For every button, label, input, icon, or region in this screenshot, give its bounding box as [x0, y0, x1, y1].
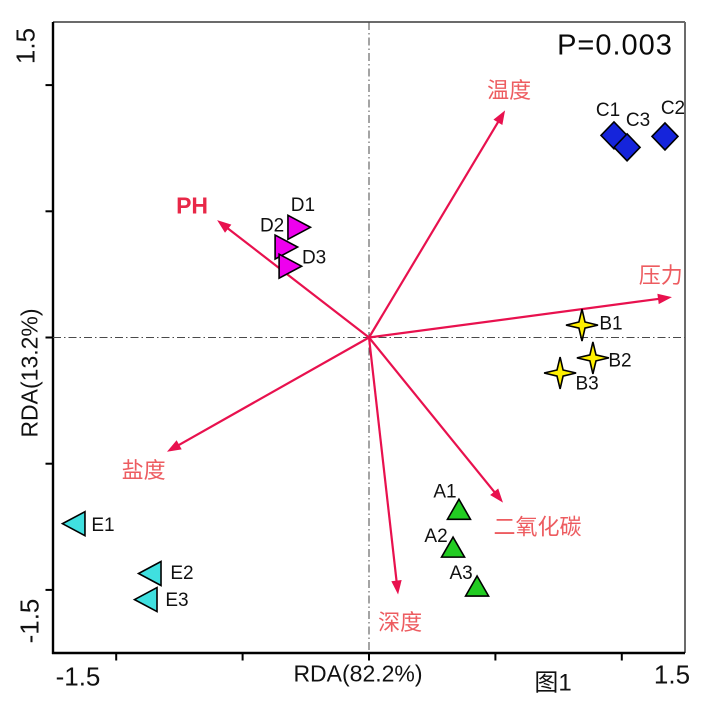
point-label-C1: C1	[596, 100, 620, 121]
arrow-label-temperature: 温度	[487, 78, 531, 103]
point-A3	[464, 574, 490, 597]
point-A1	[446, 497, 472, 521]
point-C2	[650, 121, 680, 152]
point-B1	[565, 308, 599, 342]
point-label-D2: D2	[260, 216, 284, 237]
y-axis-title: RDA(13.2%)	[16, 308, 43, 438]
arrow-temperature	[368, 118, 501, 339]
point-E2	[136, 560, 162, 587]
arrow-label-ph: PH	[176, 192, 208, 218]
point-C3	[612, 132, 642, 163]
point-label-A3: A3	[449, 563, 472, 584]
y-axis-min-label: -1.5	[14, 598, 45, 644]
arrow-label-pressure: 压力	[639, 263, 683, 288]
arrowhead-depth	[391, 580, 402, 595]
arrowhead-co2	[490, 488, 503, 503]
x-axis-title: RDA(82.2%)	[293, 660, 423, 687]
point-A2	[440, 535, 466, 558]
point-label-C3: C3	[626, 110, 650, 131]
point-D1	[287, 213, 313, 241]
arrow-label-salinity: 盐度	[122, 458, 166, 483]
point-label-E2: E2	[170, 563, 193, 584]
point-E1	[60, 510, 86, 537]
arrow-depth	[367, 337, 399, 585]
p-value-annotation: P=0.003	[557, 29, 673, 62]
point-D2	[274, 233, 300, 261]
figure-caption: 图1	[534, 669, 572, 697]
point-label-A1: A1	[433, 481, 456, 502]
arrow-label-depth: 深度	[378, 610, 422, 635]
point-label-A2: A2	[424, 526, 447, 547]
point-label-E1: E1	[91, 515, 114, 536]
point-E3	[132, 586, 158, 613]
point-label-D3: D3	[302, 248, 326, 269]
point-B3	[543, 356, 577, 390]
point-label-B3: B3	[575, 374, 598, 395]
arrowhead-pressure	[657, 293, 672, 305]
arrow-ph	[224, 225, 370, 339]
point-label-B2: B2	[608, 350, 631, 371]
point-label-B1: B1	[599, 314, 622, 335]
arrowhead-temperature	[493, 110, 506, 126]
arrow-co2	[368, 336, 498, 496]
x-axis-min-label: -1.5	[55, 661, 101, 692]
point-label-D1: D1	[291, 195, 315, 216]
y-axis-max-label: 1.5	[10, 27, 41, 65]
arrowhead-salinity	[166, 440, 182, 452]
arrow-label-co2: 二氧化碳	[494, 515, 582, 540]
point-D3	[278, 252, 304, 280]
point-label-C2: C2	[661, 98, 685, 119]
point-B2	[576, 341, 610, 375]
arrow-pressure	[368, 297, 663, 339]
arrow-salinity	[175, 336, 370, 448]
arrowhead-ph	[217, 220, 232, 233]
point-label-E3: E3	[165, 590, 188, 611]
x-axis-max-label: 1.5	[653, 659, 691, 690]
